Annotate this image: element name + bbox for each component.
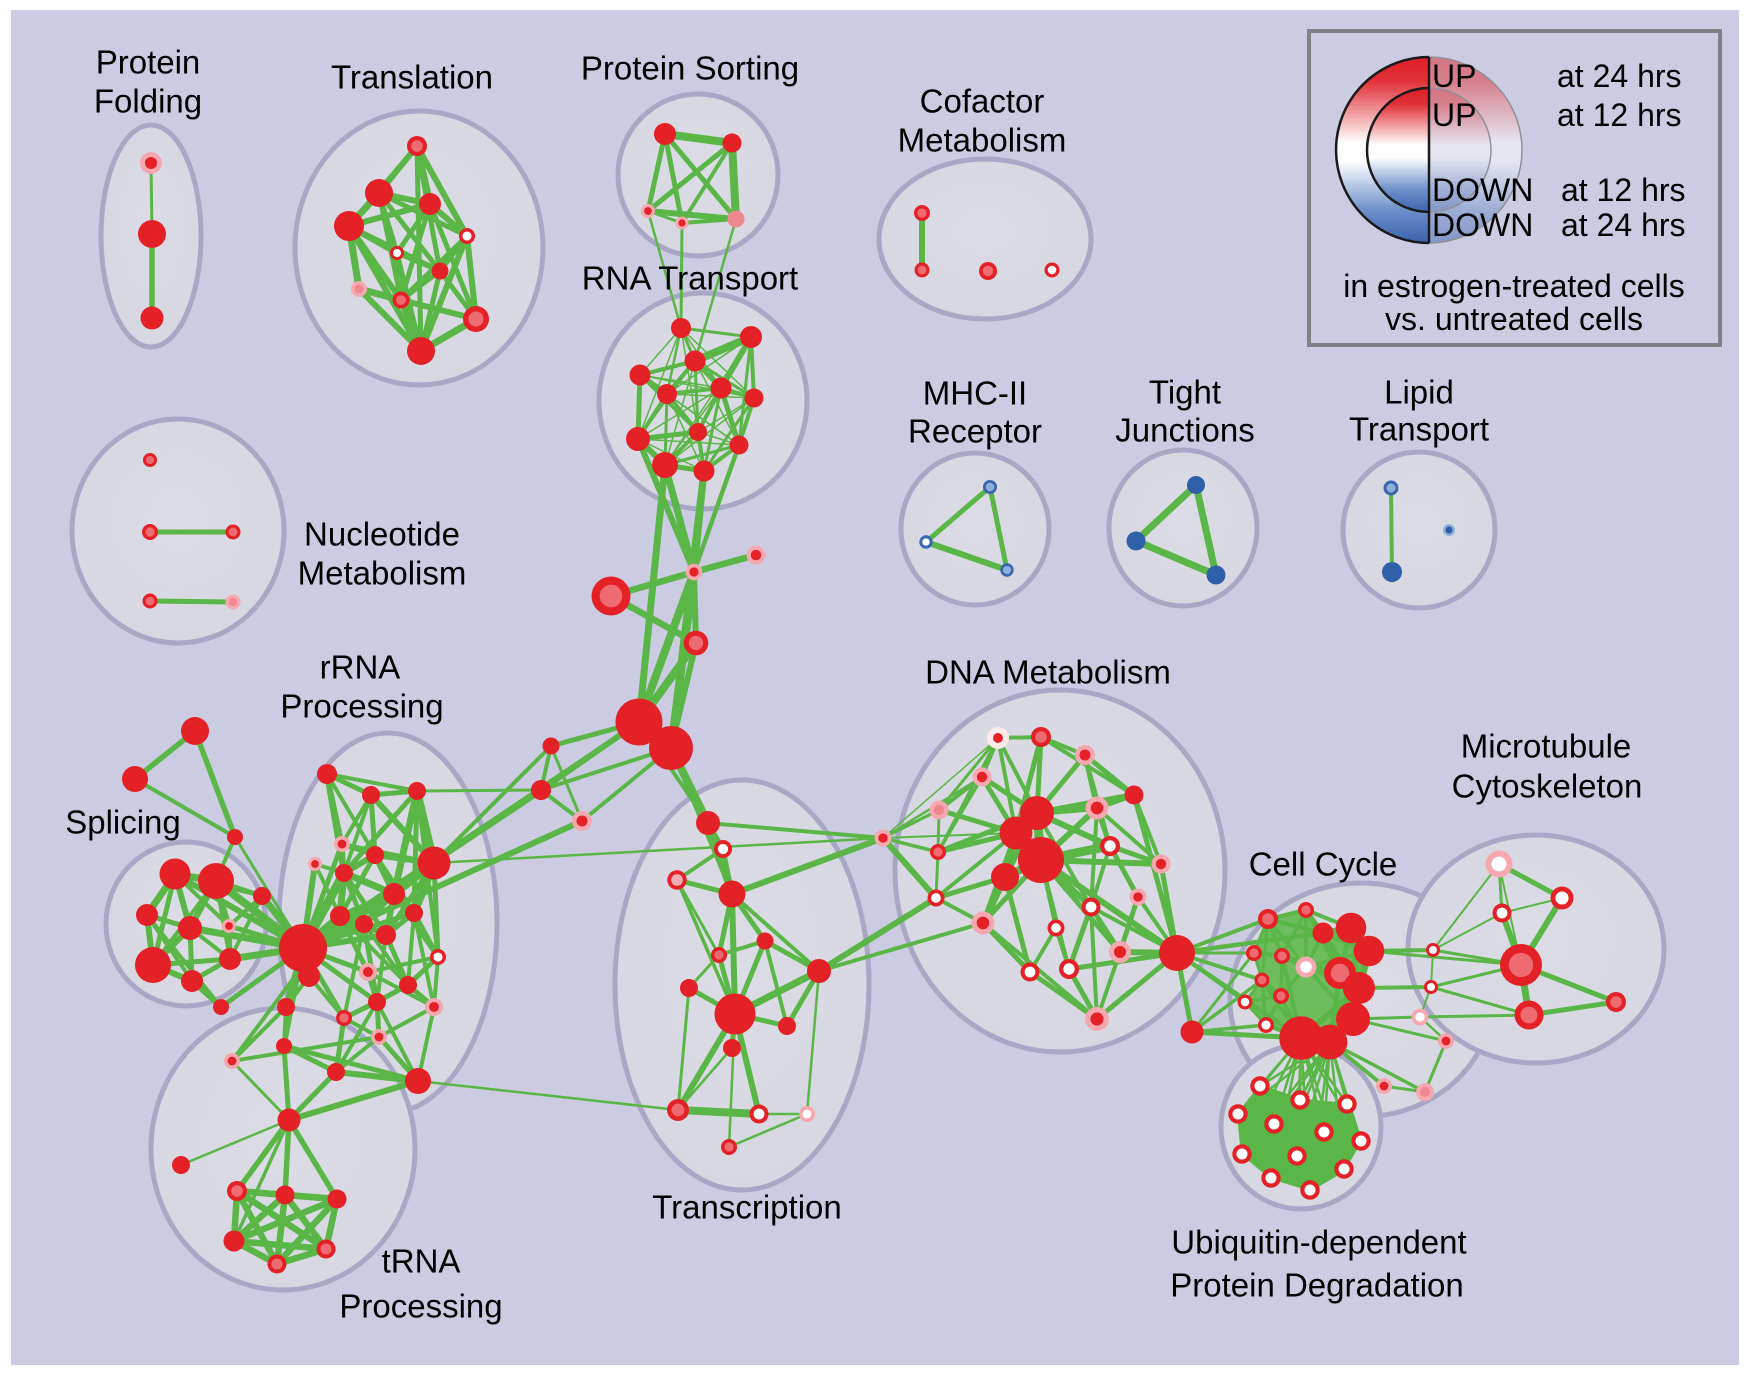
- svg-text:Protein Sorting: Protein Sorting: [581, 50, 799, 87]
- svg-text:Cytoskeleton: Cytoskeleton: [1452, 768, 1643, 805]
- svg-text:Protein Degradation: Protein Degradation: [1170, 1267, 1464, 1304]
- svg-text:Lipid: Lipid: [1384, 374, 1454, 411]
- svg-text:Transport: Transport: [1349, 411, 1489, 448]
- svg-text:Microtubule: Microtubule: [1461, 728, 1632, 765]
- svg-text:DOWN: DOWN: [1432, 207, 1533, 243]
- svg-text:Cell Cycle: Cell Cycle: [1249, 846, 1398, 883]
- svg-text:UP: UP: [1432, 97, 1476, 133]
- svg-text:at 24 hrs: at 24 hrs: [1557, 58, 1682, 94]
- svg-text:Cofactor: Cofactor: [920, 83, 1045, 120]
- svg-text:at 24 hrs: at 24 hrs: [1561, 207, 1686, 243]
- svg-text:at 12 hrs: at 12 hrs: [1561, 172, 1686, 208]
- svg-text:in estrogen-treated cells: in estrogen-treated cells: [1343, 268, 1685, 304]
- svg-text:DOWN: DOWN: [1432, 172, 1533, 208]
- svg-text:Protein: Protein: [96, 44, 201, 81]
- svg-text:vs. untreated cells: vs. untreated cells: [1385, 301, 1643, 337]
- svg-text:at 12 hrs: at 12 hrs: [1557, 97, 1682, 133]
- svg-text:Processing: Processing: [339, 1288, 502, 1325]
- svg-text:MHC-II: MHC-II: [923, 375, 1027, 412]
- svg-text:Metabolism: Metabolism: [898, 122, 1067, 159]
- svg-text:tRNA: tRNA: [382, 1243, 461, 1280]
- svg-text:rRNA: rRNA: [320, 649, 401, 686]
- svg-text:Receptor: Receptor: [908, 413, 1042, 450]
- svg-text:Metabolism: Metabolism: [298, 555, 467, 592]
- svg-text:UP: UP: [1432, 58, 1476, 94]
- svg-text:Transcription: Transcription: [652, 1189, 842, 1226]
- svg-text:DNA Metabolism: DNA Metabolism: [925, 654, 1171, 691]
- svg-text:Splicing: Splicing: [65, 804, 181, 841]
- svg-text:Folding: Folding: [94, 83, 202, 120]
- svg-text:Nucleotide: Nucleotide: [304, 516, 460, 553]
- svg-text:Junctions: Junctions: [1115, 412, 1254, 449]
- svg-text:Translation: Translation: [331, 59, 493, 96]
- svg-text:Tight: Tight: [1149, 374, 1221, 411]
- svg-text:Ubiquitin-dependent: Ubiquitin-dependent: [1171, 1224, 1466, 1261]
- svg-text:Processing: Processing: [280, 688, 443, 725]
- svg-text:RNA Transport: RNA Transport: [582, 260, 798, 297]
